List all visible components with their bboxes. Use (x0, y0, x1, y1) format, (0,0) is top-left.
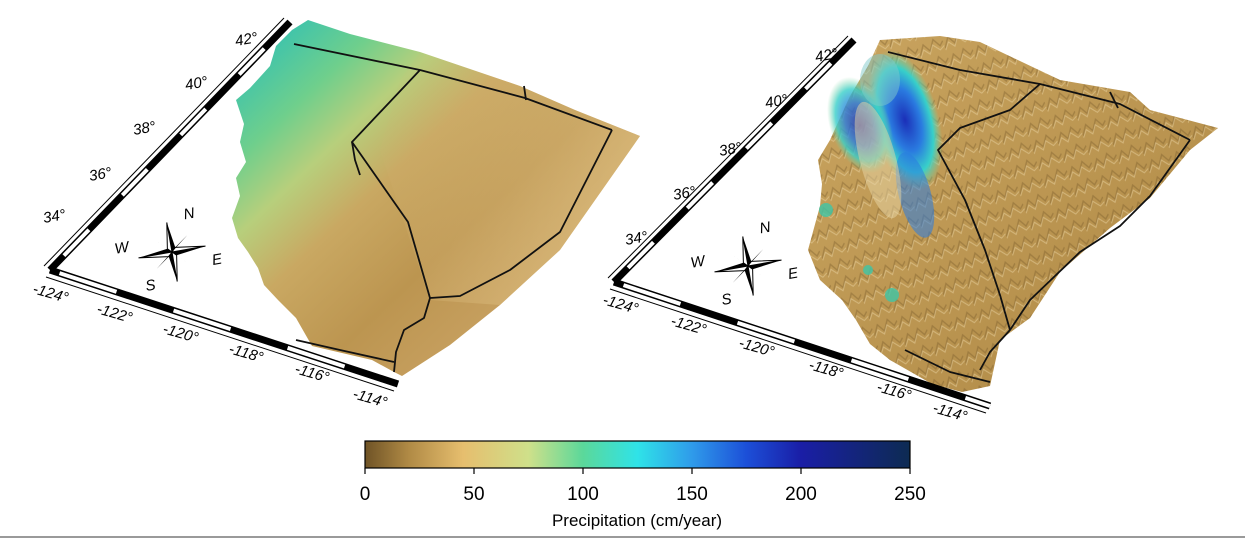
colorbar-tick-label: 0 (360, 484, 371, 505)
lon-label: -118° (227, 341, 265, 367)
compass-rose-left: N S E W (113, 205, 225, 295)
map-right-relief: 34° 36° 38° 40° 42° -124° -122° -120° -1… (601, 35, 1218, 426)
lat-label: 40° (764, 91, 789, 112)
map-frame-left (43, 17, 400, 392)
state-borders-left (293, 43, 613, 373)
colorbar: 0 50 100 150 200 250 Precipitation (cm/year) (360, 440, 926, 530)
compass-n: N (758, 219, 772, 238)
colorbar-tick-label: 50 (463, 484, 484, 505)
lat-label: 36° (88, 164, 113, 185)
compass-w: W (113, 238, 132, 258)
colorbar-ticks: 0 50 100 150 200 250 (360, 468, 926, 505)
lon-label: -124° (601, 292, 640, 318)
compass-e: E (787, 264, 801, 283)
compass-w: W (689, 252, 708, 272)
compass-n: N (182, 205, 196, 224)
colorbar-tick-label: 250 (894, 484, 926, 505)
compass-s: S (720, 290, 733, 308)
lat-label: 42° (814, 45, 839, 66)
colorbar-label: Precipitation (cm/year) (552, 511, 722, 530)
compass-s: S (144, 276, 157, 294)
compass-e: E (211, 250, 225, 269)
lat-label: 34° (624, 228, 649, 249)
map-left-flat: 34° 36° 38° 40° 42° -124° -122° -120° -1… (31, 17, 640, 412)
colorbar-tick-label: 150 (676, 484, 708, 505)
lat-label: 40° (184, 73, 209, 94)
lon-label: -118° (807, 357, 845, 383)
lon-label: -114° (351, 386, 389, 412)
lat-label: 42° (234, 29, 259, 50)
colorbar-tick-label: 200 (785, 484, 817, 505)
lon-label: -122° (669, 313, 708, 339)
compass-rose-right: N S E W (689, 219, 801, 309)
lat-label: 38° (132, 118, 157, 139)
lon-label: -124° (31, 281, 70, 307)
lat-label: 38° (718, 139, 743, 160)
lon-label: -116° (293, 361, 331, 387)
colorbar-tick-label: 100 (567, 484, 599, 505)
lat-label: 36° (672, 183, 697, 204)
lon-label: -120° (737, 335, 776, 361)
colorbar-ramp (364, 440, 911, 469)
lon-label: -120° (161, 321, 200, 347)
map-frame-right (607, 35, 992, 414)
lon-label: -114° (931, 400, 969, 426)
lat-label: 34° (42, 206, 67, 227)
state-borders-right (887, 51, 1191, 383)
bottom-divider (0, 536, 1245, 538)
